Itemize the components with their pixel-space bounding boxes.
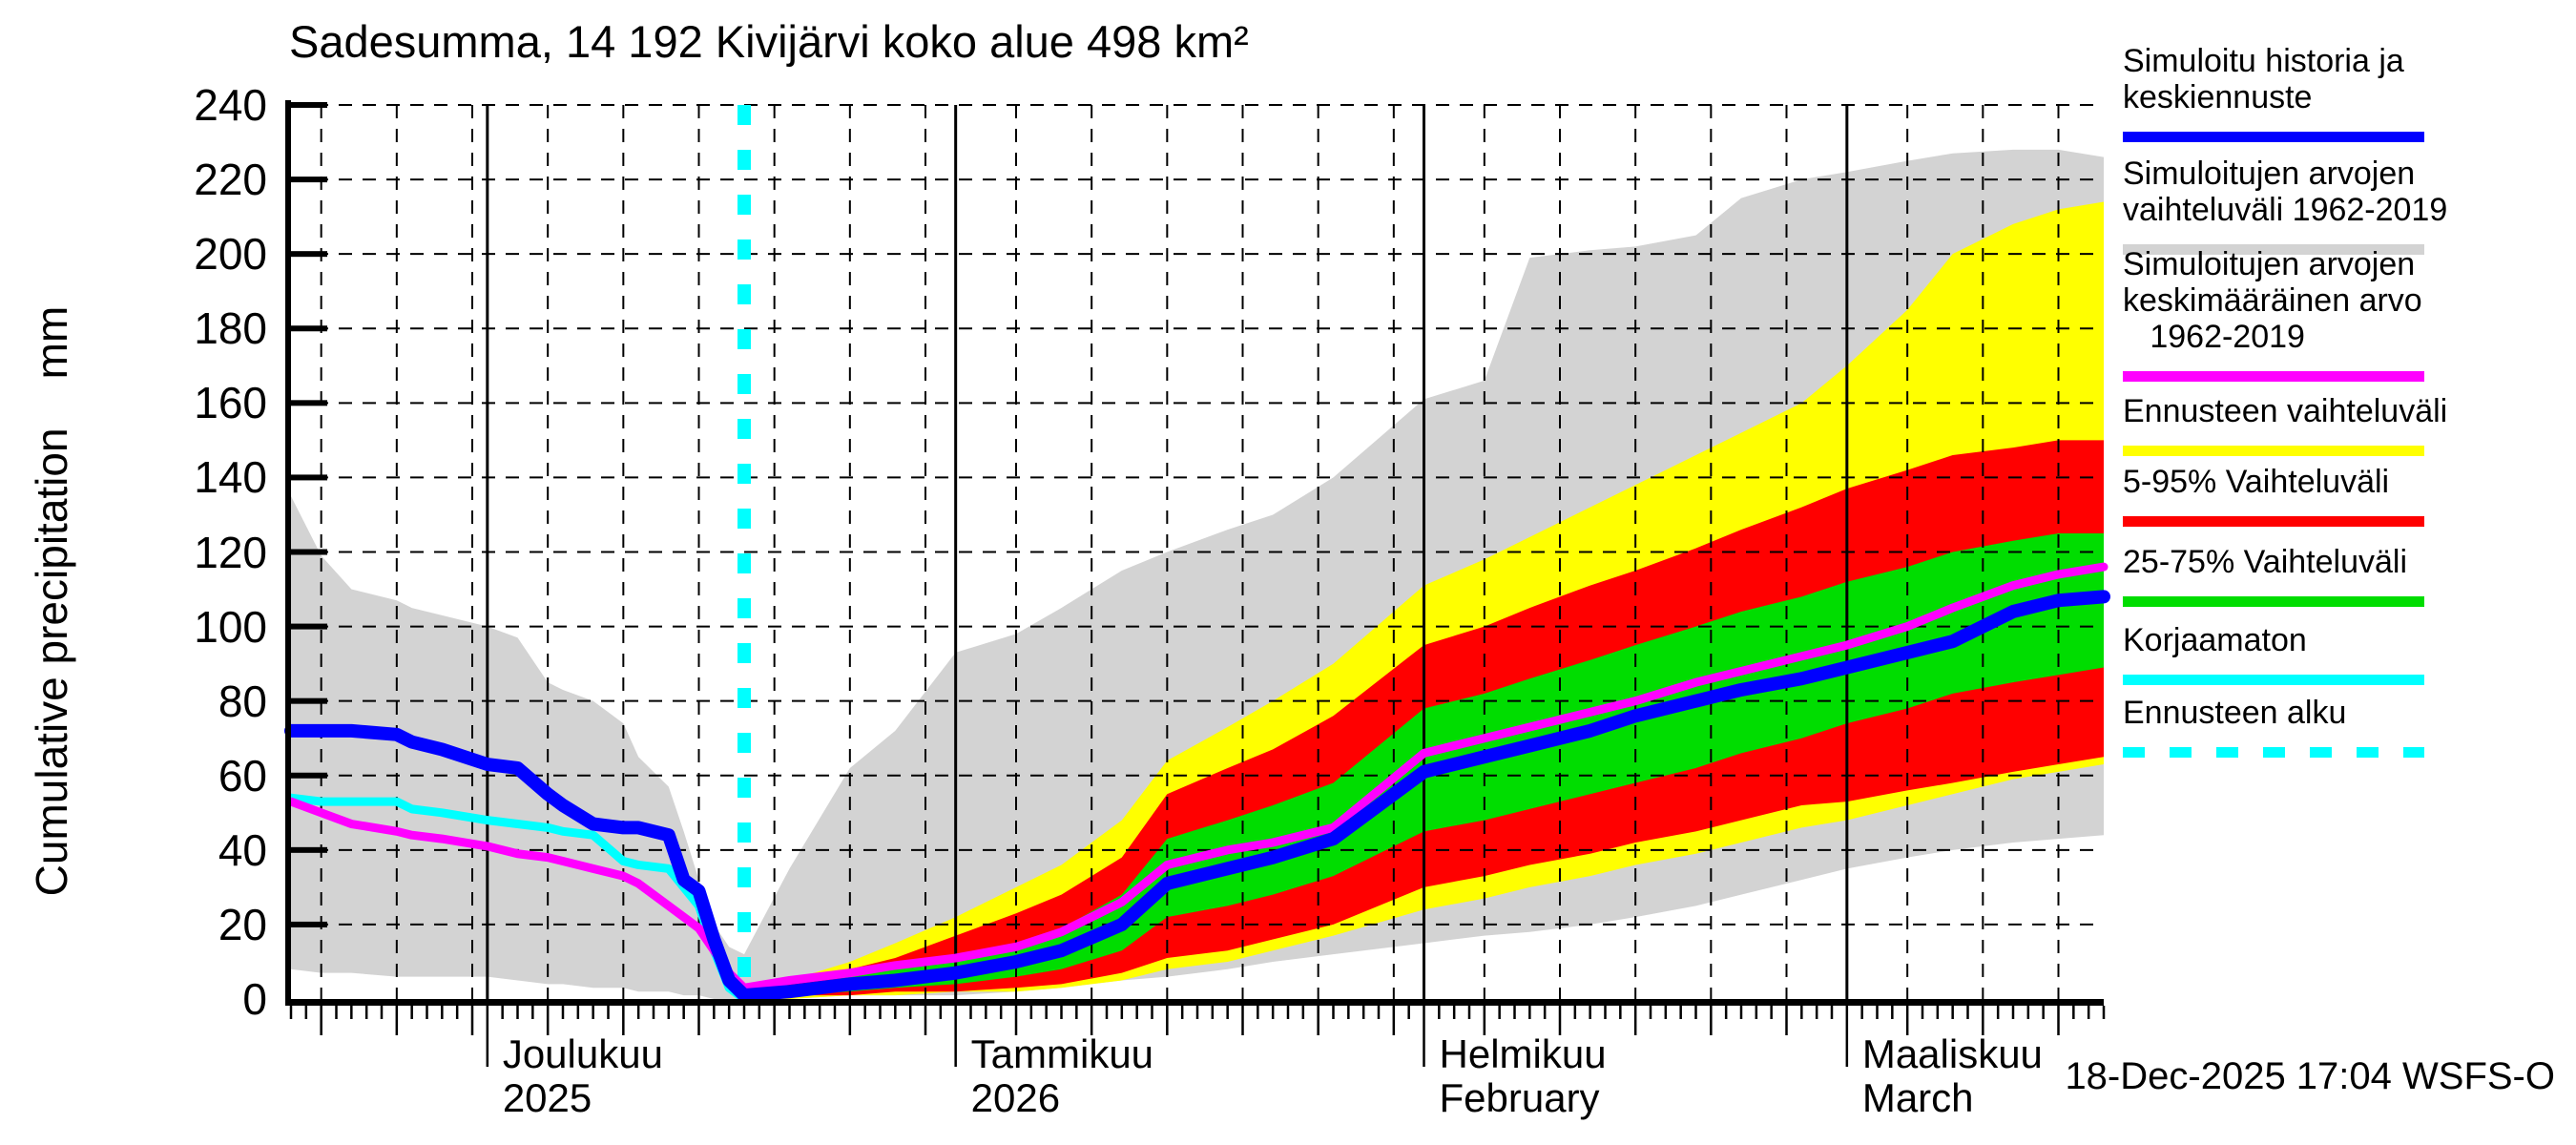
legend-label: Simuloitu historia ja keskiennuste	[2123, 43, 2404, 115]
month-name: Joulukuu	[502, 1031, 663, 1076]
month-name: Helmikuu	[1439, 1031, 1607, 1076]
y-axis-unit: mm	[27, 305, 76, 380]
month-name: Tammikuu	[970, 1031, 1154, 1076]
legend-swatch-simulated-mean-1962-2019	[2123, 371, 2424, 382]
legend-label: Simuloitujen arvojen vaihteluväli 1962-2…	[2123, 156, 2448, 228]
y-tick-label: 100	[194, 601, 267, 652]
y-tick-label: 240	[194, 80, 267, 130]
timestamp: 18-Dec-2025 17:04 WSFS-O	[2065, 1055, 2555, 1097]
line-history-mean-forecast	[284, 590, 2110, 1003]
month-sub: March	[1861, 1075, 1974, 1120]
x-axis-month-label: Joulukuu 2025	[503, 1032, 663, 1120]
legend-label: Simuloitujen arvojen keskimääräinen arvo…	[2123, 246, 2422, 355]
legend-swatch-uncorrected	[2123, 675, 2424, 685]
y-tick-label: 140	[194, 452, 267, 503]
month-sub: February	[1439, 1075, 1600, 1120]
legend: Simuloitu historia ja keskiennuste Simulo…	[2123, 0, 2562, 859]
legend-entry-simulated-range-1962-2019: Simuloitujen arvojen vaihteluväli 1962-2…	[2123, 156, 2562, 255]
month-sub: 2026	[970, 1075, 1061, 1120]
month-sub: 2025	[502, 1075, 592, 1120]
legend-entry-range-5-95: 5-95% Vaihteluväli	[2123, 464, 2562, 527]
legend-entry-uncorrected: Korjaamaton	[2123, 622, 2562, 685]
legend-label: Korjaamaton	[2123, 622, 2307, 658]
legend-swatch-range-25-75	[2123, 596, 2424, 607]
y-axis-label-text: Cumulative precipitation	[27, 427, 76, 897]
legend-label: 25-75% Vaihteluväli	[2123, 544, 2407, 580]
legend-entry-simulated-mean-1962-2019: Simuloitujen arvojen keskimääräinen arvo…	[2123, 246, 2562, 382]
legend-label: 5-95% Vaihteluväli	[2123, 464, 2390, 500]
y-tick-label: 60	[218, 750, 267, 801]
y-tick-label: 80	[218, 676, 267, 726]
y-tick-label: 160	[194, 378, 267, 428]
legend-label: Ennusteen vaihteluväli	[2123, 393, 2448, 429]
x-axis-month-label: Tammikuu 2026	[971, 1032, 1153, 1120]
y-tick-label: 0	[242, 974, 267, 1024]
legend-swatch-forecast-range	[2123, 446, 2424, 456]
y-tick-label: 20	[218, 899, 267, 949]
y-tick-label: 200	[194, 229, 267, 280]
month-name: Maaliskuu	[1861, 1031, 2043, 1076]
legend-swatch-forecast-start	[2123, 747, 2424, 758]
chart-axes	[285, 100, 2106, 1067]
y-axis-label: Cumulative precipitation mm	[26, 124, 83, 1078]
legend-swatch-simulated-history-and-mean-forecast	[2123, 132, 2424, 142]
y-tick-label: 40	[218, 824, 267, 875]
page-title: Sadesumma, 14 192 Kivijärvi koko alue 49…	[289, 16, 1249, 67]
y-axis-label-gap	[27, 379, 76, 427]
legend-entry-forecast-start: Ennusteen alku	[2123, 695, 2562, 758]
legend-label: Ennusteen alku	[2123, 695, 2347, 731]
legend-swatch-simulated-range-1962-2019	[2123, 244, 2424, 255]
y-tick-label: 220	[194, 155, 267, 205]
y-tick-label: 120	[194, 527, 267, 577]
line-climate-mean	[286, 562, 2109, 992]
x-axis-month-label: Maaliskuu March	[1862, 1032, 2043, 1120]
x-axis-month-label: Helmikuu February	[1440, 1032, 1607, 1120]
legend-entry-simulated-history-and-mean-forecast: Simuloitu historia ja keskiennuste	[2123, 43, 2562, 142]
legend-swatch-range-5-95	[2123, 516, 2424, 527]
legend-entry-range-25-75: 25-75% Vaihteluväli	[2123, 544, 2562, 607]
legend-entry-forecast-range: Ennusteen vaihteluväli	[2123, 393, 2562, 456]
y-tick-label: 180	[194, 303, 267, 354]
